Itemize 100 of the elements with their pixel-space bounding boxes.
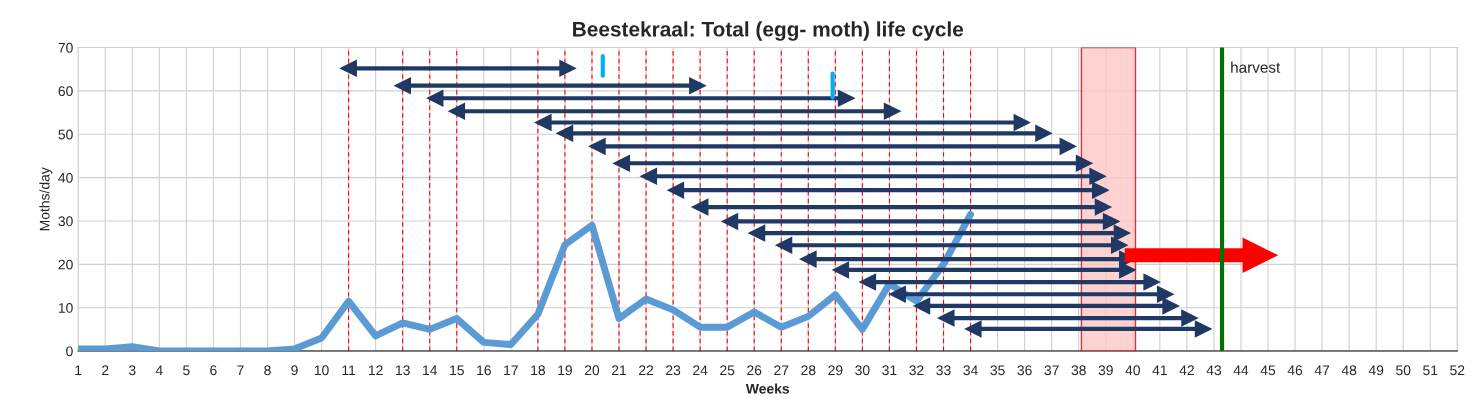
point [1162,297,1179,315]
x-tick-label: 41 [1152,365,1167,375]
x-tick-label: 36 [1017,365,1032,376]
point [1242,237,1278,273]
point [1110,236,1128,254]
x-tick-label: 48 [1341,365,1357,376]
point [613,154,631,172]
point [691,198,709,216]
x-tick-label: 34 [963,365,978,376]
point [721,213,739,230]
point [534,114,552,131]
point [394,77,412,94]
point [448,102,466,120]
point [1035,125,1052,142]
x-tick-label: 16 [477,365,491,376]
x-tick-label: 28 [801,365,816,376]
x-tick-label: 17 [504,365,518,375]
y-axis-title: Moths/day [39,167,53,231]
point [1089,167,1106,185]
x-tick-label: 5 [183,365,190,376]
x-tick-label: 32 [909,365,924,376]
x-tick-label: 22 [639,365,654,375]
point [1092,181,1109,199]
x-tick-label: 11 [342,365,356,375]
x-axis-title: Weeks [745,383,790,394]
x-tick-label: 38 [1071,365,1086,376]
x-tick-label: 2 [102,365,109,375]
x-tick-label: 44 [1233,365,1249,375]
point [1156,285,1174,303]
point [913,297,931,315]
x-tick-label: 50 [1396,365,1411,376]
point [1143,273,1161,291]
x-tick-label: 9 [291,365,298,376]
x-tick-label: 15 [450,365,464,376]
point [1119,261,1136,279]
point [832,261,850,279]
x-tick-label: 39 [1098,365,1113,376]
point [559,59,576,77]
point [889,285,906,303]
x-tick-label: 8 [264,365,271,376]
point [640,167,658,185]
point [1059,138,1077,155]
x-tick-label: 35 [990,365,1005,376]
point [1075,154,1093,172]
x-tick-label: 46 [1287,365,1303,376]
point [1013,114,1031,131]
point [937,309,955,327]
x-tick-label: 1 [75,365,82,375]
x-tick-label: 24 [693,365,708,375]
y-tick-label: 40 [58,172,73,183]
x-tick-label: 18 [531,365,545,376]
x-tick-label: 33 [936,365,951,376]
y-tick-label: 30 [58,216,73,227]
point [689,77,706,94]
x-tick-label: 40 [1125,365,1140,376]
chart-title: Beestekraal: Total (egg- moth) life cycle [573,21,964,41]
point [426,89,444,107]
y-tick-label: 0 [66,346,73,357]
x-tick-label: 25 [720,365,735,376]
x-tick-label: 13 [396,365,410,376]
y-tick-label: 20 [58,259,73,270]
point [1094,198,1112,216]
x-tick-label: 10 [314,365,329,376]
point [837,89,855,107]
point [883,102,901,120]
x-tick-label: 23 [666,365,681,376]
x-tick-label: 45 [1260,365,1276,376]
x-tick-label: 6 [210,365,217,376]
x-tick-label: 29 [828,365,843,376]
x-tick-label: 42 [1179,365,1194,375]
x-tick-label: 12 [368,365,383,375]
point [589,138,606,155]
y-tick-label: 60 [58,86,73,97]
x-tick-label: 27 [774,365,789,375]
x-tick-label: 3 [128,365,136,376]
point [1102,213,1120,230]
x-tick-label: 49 [1368,365,1384,376]
x-tick-label: 52 [1450,365,1465,376]
ref-line-label: harvest [1231,61,1281,73]
point [667,181,685,199]
y-tick-label: 50 [58,129,73,140]
x-tick-label: 31 [882,365,897,376]
x-tick-label: 37 [1044,365,1059,376]
x-tick-label: 43 [1206,365,1222,376]
point [775,236,793,254]
point [556,125,574,142]
point [340,59,357,77]
y-tick-label: 10 [58,303,73,313]
x-tick-label: 19 [558,365,572,376]
point [748,224,766,242]
x-tick-label: 20 [584,365,600,376]
point [1181,309,1198,327]
x-tick-label: 7 [237,365,244,375]
x-tick-label: 4 [155,365,163,375]
point [964,320,982,338]
x-tick-label: 26 [747,365,762,376]
x-tick-label: 14 [423,365,438,375]
point [799,250,817,268]
x-tick-label: 47 [1314,365,1330,375]
point [1194,320,1212,338]
